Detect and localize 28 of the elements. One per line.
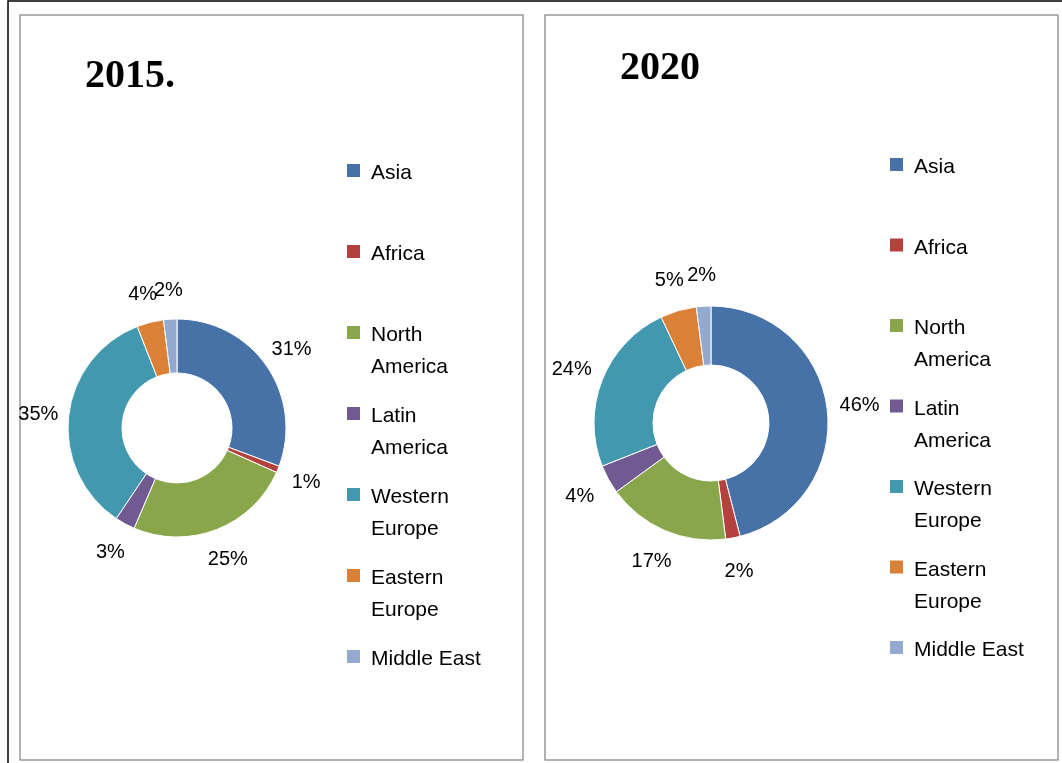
legend-label: Eastern Europe	[371, 564, 444, 620]
chart-title: 2020	[620, 43, 700, 88]
legend-label: Middle East	[914, 636, 1024, 660]
chart-title: 2015.	[85, 51, 175, 96]
legend-label: Western Europe	[914, 475, 992, 531]
legend-label: North America	[914, 314, 992, 370]
data-label: 24%	[551, 356, 592, 379]
data-label: 2%	[687, 262, 717, 285]
data-label: 2%	[724, 559, 754, 582]
data-label: 31%	[271, 337, 312, 360]
legend-label: Eastern Europe	[914, 556, 987, 611]
legend-label: North America	[371, 321, 449, 377]
legend-label: Asia	[914, 153, 956, 177]
data-label: 17%	[631, 549, 672, 572]
legend-label: Latin America	[371, 402, 449, 458]
legend-label: Latin America	[914, 395, 992, 450]
data-label: 3%	[95, 539, 126, 562]
data-label: 25%	[207, 546, 249, 569]
data-label: 46%	[839, 393, 880, 416]
data-label: 1%	[291, 469, 321, 492]
data-label: 35%	[18, 401, 59, 424]
legend-label: Middle East	[371, 645, 481, 669]
legend-label: Africa	[371, 240, 425, 264]
legend-label: Asia	[371, 159, 413, 183]
legend-label: Western Europe	[371, 483, 449, 539]
legend-label: Africa	[914, 234, 968, 257]
data-label: 5%	[654, 268, 684, 291]
data-label: 4%	[565, 484, 595, 507]
